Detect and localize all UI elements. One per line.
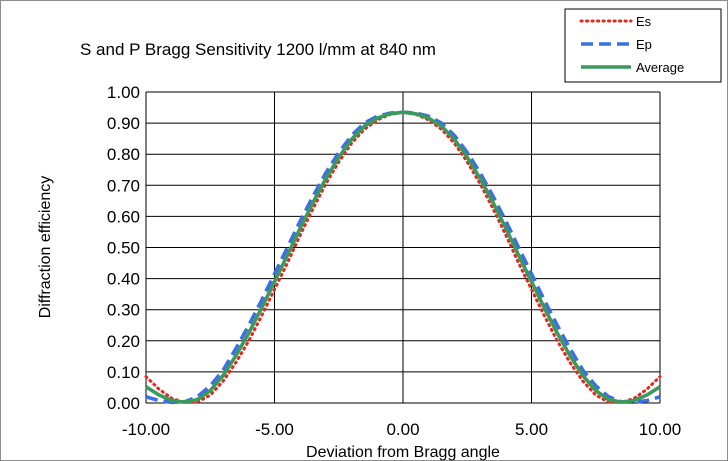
y-tick-label: 0.00 bbox=[107, 394, 140, 413]
y-axis-ticks: 0.00 0.10 0.20 0.30 0.40 0.50 0.60 0.70 0.80 0.90… bbox=[107, 83, 140, 413]
y-axis-title: Diffraction efficiency bbox=[37, 176, 54, 319]
series-line-average bbox=[145, 110, 661, 404]
legend-label-average: Average bbox=[636, 60, 684, 75]
x-tick-label: 5.00 bbox=[515, 420, 548, 439]
legend: Es Ep Average bbox=[564, 8, 722, 83]
y-tick-label: 1.00 bbox=[107, 83, 140, 102]
y-tick-label: 0.10 bbox=[107, 363, 140, 382]
y-tick-label: 0.80 bbox=[107, 145, 140, 164]
chart-title: S and P Bragg Sensitivity 1200 l/mm at 8… bbox=[80, 40, 436, 59]
grid bbox=[145, 91, 661, 404]
y-tick-label: 0.50 bbox=[107, 239, 140, 258]
x-tick-label: 10.00 bbox=[639, 420, 682, 439]
legend-label-ep: Ep bbox=[636, 37, 652, 52]
legend-label-es: Es bbox=[636, 14, 652, 29]
y-tick-label: 0.40 bbox=[107, 270, 140, 289]
y-tick-label: 0.60 bbox=[107, 207, 140, 226]
y-tick-label: 0.20 bbox=[107, 332, 140, 351]
x-tick-label: -5.00 bbox=[255, 420, 294, 439]
x-tick-label: -10.00 bbox=[122, 420, 170, 439]
x-axis-title: Deviation from Bragg angle bbox=[306, 444, 500, 461]
y-tick-label: 0.30 bbox=[107, 301, 140, 320]
y-tick-label: 0.70 bbox=[107, 176, 140, 195]
x-tick-label: 0.00 bbox=[386, 420, 419, 439]
series-layer bbox=[144, 110, 662, 405]
y-tick-label: 0.90 bbox=[107, 114, 140, 133]
series-line-es bbox=[144, 110, 662, 404]
x-axis-ticks: -10.00 -5.00 0.00 5.00 10.00 bbox=[122, 420, 681, 439]
